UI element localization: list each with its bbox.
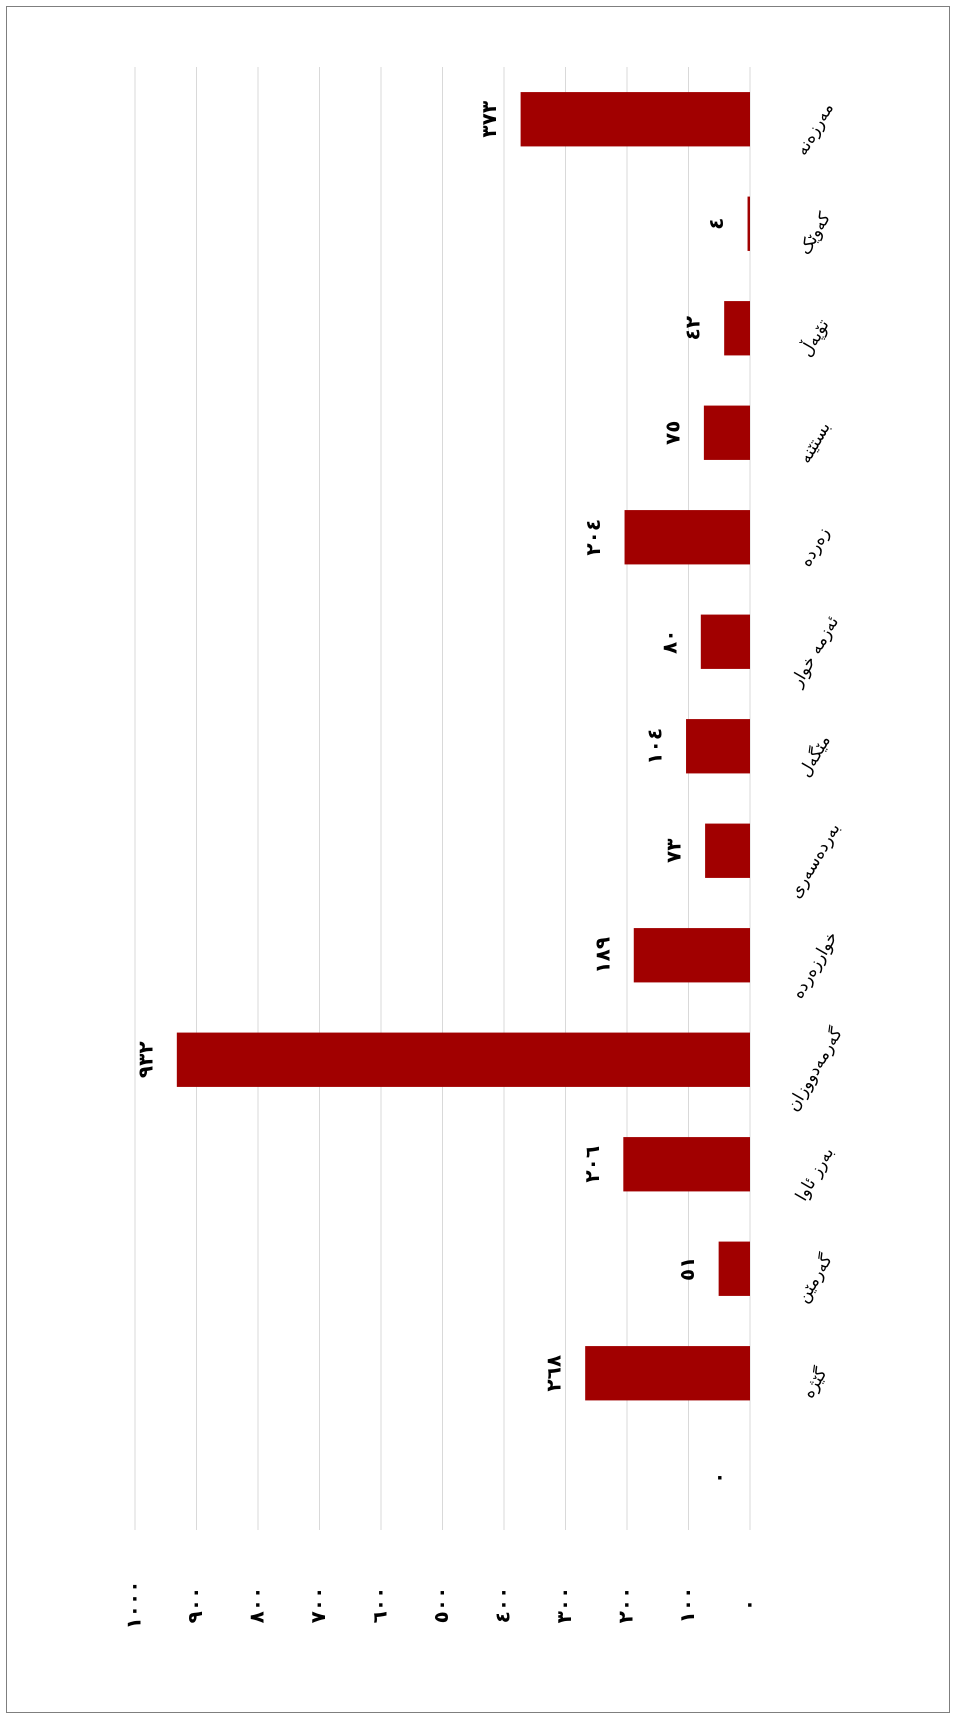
category-label: تۆپەڵ [795, 315, 834, 361]
data-label: ٩٣٢ [133, 1041, 157, 1078]
category-label: بەردەسەری [785, 820, 844, 902]
tick-label: ٨٠٠ [245, 1587, 269, 1624]
category-label: بستێنە [795, 419, 835, 467]
data-label: ٤ [704, 218, 728, 230]
tick-label: ٩٠٠ [183, 1587, 207, 1624]
data-label: ٢٦٨ [542, 1355, 566, 1392]
bar [623, 1137, 750, 1192]
tick-label: ٠ [737, 1599, 761, 1611]
tick-label: ٢٠٠ [614, 1587, 638, 1624]
data-label: ٨٠ [657, 630, 681, 654]
category-label: کەوێک [795, 208, 835, 258]
data-label: ٣٧٣ [477, 101, 501, 138]
data-label: ٧٥ [660, 421, 684, 445]
category-label: مێگەل [794, 731, 835, 781]
bar [747, 196, 750, 251]
data-label: ١٠٤ [643, 728, 667, 765]
bar [585, 1346, 750, 1401]
data-label: ٠ [707, 1472, 731, 1484]
category-label: خوارزەردە [788, 928, 842, 1002]
tick-label: ٧٠٠ [306, 1587, 330, 1624]
tick-label: ٤٠٠ [491, 1587, 515, 1624]
data-label: ٢٠٦ [580, 1146, 604, 1183]
bar [624, 510, 750, 565]
data-label: ٤٢ [681, 316, 705, 340]
tick-label: ١٠٠٠ [122, 1581, 146, 1630]
category-label: گەرمەدووزان [782, 1023, 847, 1115]
bar [520, 92, 750, 147]
category-label: گێژە [798, 1363, 832, 1402]
bar [686, 719, 750, 774]
bar [703, 405, 750, 460]
bar [633, 928, 750, 983]
bar [176, 1032, 750, 1087]
tick-label: ٦٠٠ [368, 1587, 392, 1624]
bar [705, 823, 750, 878]
data-label: ٥١ [675, 1257, 699, 1281]
bar [700, 614, 750, 669]
data-label: ١٨٩ [590, 937, 614, 974]
tick-label: ٥٠٠ [429, 1587, 453, 1624]
category-label: زەردە [796, 524, 834, 570]
bar [718, 1241, 750, 1296]
category-label: گەرمێن [792, 1250, 837, 1307]
chart-frame: ٠ ١٠٠ ٢٠٠ ٣٠٠ ٤٠٠ ٥٠٠ ٦٠٠ ٧٠٠ ٨٠٠ ٩٠٠ ١٠٠٠ ٣٧٣ مەرزە… [6, 6, 950, 1713]
category-label: بەرز ئاوا [792, 1144, 839, 1205]
data-label: ٧٣ [662, 839, 686, 863]
category-label: مەرزەنە [792, 99, 838, 159]
data-label: ٢٠٤ [581, 519, 605, 556]
category-label: ئەزمە خوار [786, 613, 843, 691]
tick-label: ٣٠٠ [552, 1587, 576, 1624]
bar [724, 301, 750, 356]
tick-label: ١٠٠ [675, 1587, 699, 1624]
